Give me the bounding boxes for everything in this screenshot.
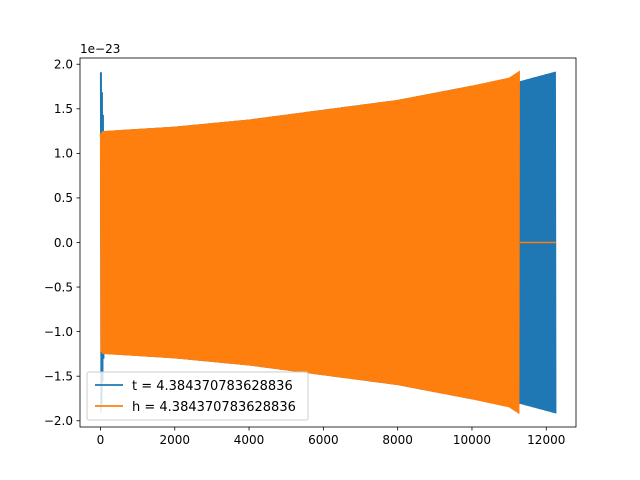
y-offset-text: 1e−23 [80, 42, 120, 56]
series-2-line [99, 70, 520, 414]
x-tick-label: 0 [97, 433, 105, 447]
legend-label-1: t = 4.384370783628836 [132, 379, 293, 394]
plot-area [99, 70, 557, 414]
x-tick-label: 4000 [234, 433, 265, 447]
axes: 0 2000 4000 6000 8000 10000 12000 −2.0 −1.5 −1.0 −… [44, 58, 577, 447]
y-tick-label: 0.0 [54, 236, 73, 250]
y-tick-label: 2.0 [54, 58, 73, 72]
y-tick-label: −1.0 [44, 325, 73, 339]
legend: t = 4.384370783628836 h = 4.3843707836288… [86, 371, 309, 421]
y-tick-label: 0.5 [54, 191, 73, 205]
y-tick-label: −2.0 [44, 414, 73, 428]
y-tick-label: 1.5 [54, 102, 73, 116]
y-tick-label: 1.0 [54, 147, 73, 161]
legend-label-2: h = 4.384370783628836 [132, 400, 296, 415]
x-tick-label: 6000 [308, 433, 339, 447]
x-tick-label: 2000 [159, 433, 190, 447]
y-tick-label: −0.5 [44, 280, 73, 294]
series-2 [99, 70, 557, 414]
x-tick-label: 12000 [527, 433, 565, 447]
legend-box [86, 371, 309, 421]
x-tick-label: 8000 [382, 433, 413, 447]
y-tick-label: −1.5 [44, 369, 73, 383]
x-tick-label: 10000 [453, 433, 491, 447]
